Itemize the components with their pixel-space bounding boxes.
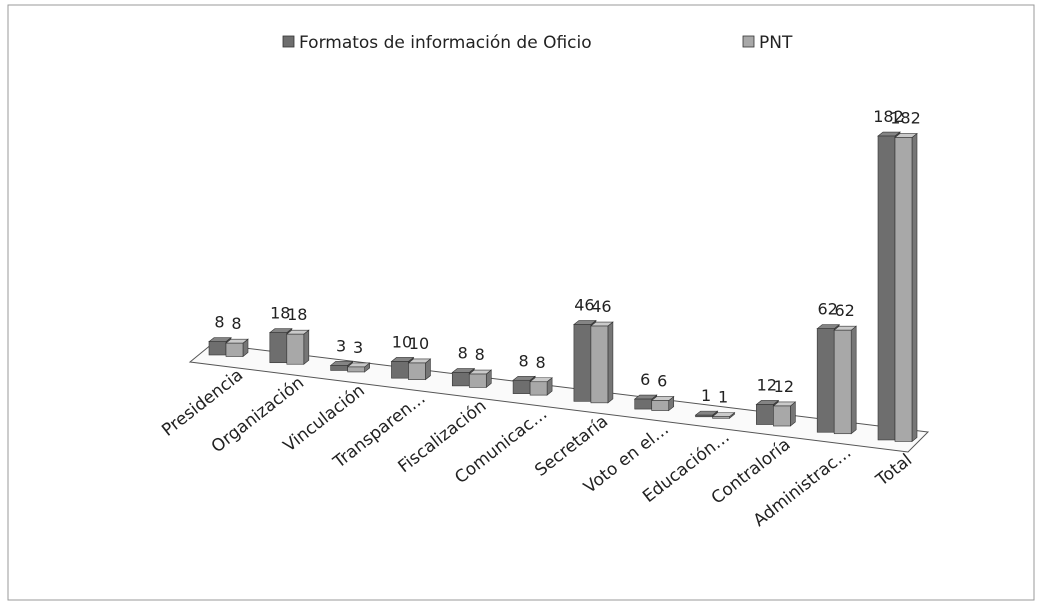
data-label: 8 xyxy=(231,314,241,333)
bar xyxy=(590,325,609,404)
bar xyxy=(225,342,244,357)
data-label: 10 xyxy=(392,332,412,351)
bar xyxy=(816,328,835,433)
bar xyxy=(894,137,913,442)
bar-side xyxy=(607,321,614,404)
data-label: 3 xyxy=(353,338,363,357)
data-label: 10 xyxy=(409,334,429,353)
data-label: 8 xyxy=(518,351,528,370)
data-label: 1 xyxy=(718,388,728,407)
data-label: 8 xyxy=(475,345,485,364)
x-tick-label: Total xyxy=(872,450,916,491)
data-label: 6 xyxy=(657,372,667,391)
bar xyxy=(833,329,852,435)
legend-swatch xyxy=(742,35,755,48)
bar xyxy=(269,332,288,364)
legend-label: Formatos de información de Oficio xyxy=(299,33,592,53)
bar xyxy=(695,414,713,418)
bar xyxy=(330,365,348,371)
data-label: 12 xyxy=(757,375,777,394)
bar xyxy=(451,372,470,387)
data-label: 6 xyxy=(640,370,650,389)
data-label: 62 xyxy=(818,300,838,319)
data-label: 182 xyxy=(890,109,921,128)
bar xyxy=(391,361,409,379)
bar xyxy=(573,324,592,402)
data-label: 8 xyxy=(535,353,545,372)
data-label: 18 xyxy=(287,305,307,324)
bar xyxy=(634,398,653,410)
data-label: 3 xyxy=(336,336,346,355)
bar xyxy=(408,362,426,380)
floor xyxy=(188,343,930,453)
bar xyxy=(773,405,791,427)
bar xyxy=(712,416,730,419)
bar-side xyxy=(911,132,918,443)
bar xyxy=(286,333,305,365)
data-label: 46 xyxy=(574,296,594,315)
bar xyxy=(756,404,774,425)
bar xyxy=(512,379,531,394)
data-label: 18 xyxy=(270,304,290,323)
bar xyxy=(208,341,227,356)
data-label: 12 xyxy=(774,377,794,396)
bar xyxy=(468,373,487,388)
bar xyxy=(651,400,670,411)
bar xyxy=(347,366,365,373)
chart-frame xyxy=(7,4,1035,601)
bar-side xyxy=(303,329,310,365)
legend-swatch xyxy=(282,35,295,48)
bar-side xyxy=(850,325,857,435)
data-label: 8 xyxy=(214,313,224,332)
legend-label: PNT xyxy=(759,33,793,53)
bar xyxy=(529,381,548,396)
data-label: 8 xyxy=(458,344,468,363)
data-label: 1 xyxy=(701,386,711,405)
bar xyxy=(877,135,896,441)
data-label: 62 xyxy=(835,301,855,320)
data-label: 182 xyxy=(873,107,904,126)
data-label: 46 xyxy=(591,297,611,316)
